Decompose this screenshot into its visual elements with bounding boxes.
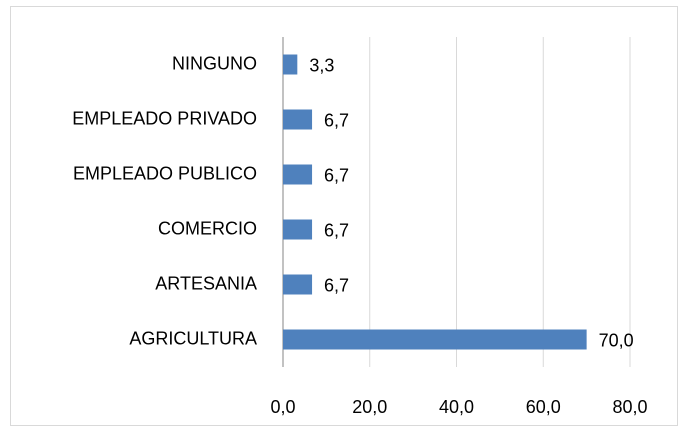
- x-tick-label: 20,0: [352, 397, 387, 417]
- x-tick-label: 40,0: [439, 397, 474, 417]
- data-label: 3,3: [309, 55, 334, 75]
- x-tick-label: 80,0: [612, 397, 647, 417]
- x-tick-label: 60,0: [526, 397, 561, 417]
- bar: [283, 109, 313, 130]
- chart-border: [10, 6, 678, 426]
- bar: [283, 274, 313, 295]
- bar: [283, 54, 298, 75]
- bar: [283, 329, 587, 350]
- y-tick-label: COMERCIO: [158, 218, 257, 238]
- bar: [283, 219, 313, 240]
- x-tick-label: 0,0: [270, 397, 295, 417]
- y-tick-label: AGRICULTURA: [129, 328, 257, 348]
- y-tick-label: EMPLEADO PUBLICO: [73, 163, 257, 183]
- data-label: 6,7: [324, 110, 349, 130]
- data-label: 6,7: [324, 165, 349, 185]
- data-label: 70,0: [599, 330, 634, 350]
- bar: [283, 164, 313, 185]
- y-tick-label: ARTESANIA: [155, 273, 257, 293]
- data-label: 6,7: [324, 275, 349, 295]
- y-tick-label: NINGUNO: [172, 53, 257, 73]
- y-tick-label: EMPLEADO PRIVADO: [72, 108, 257, 128]
- data-label: 6,7: [324, 220, 349, 240]
